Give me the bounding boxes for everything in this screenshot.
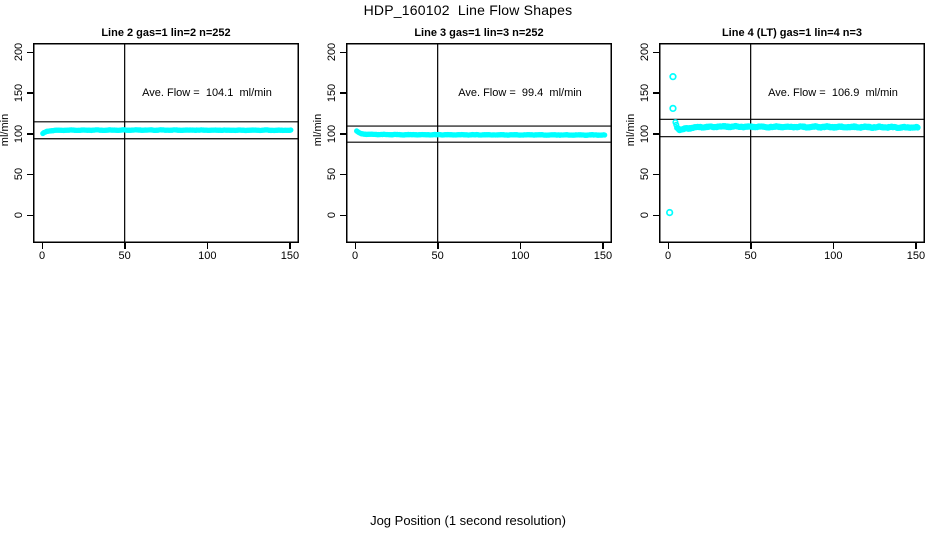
y-tick-mark xyxy=(653,92,659,94)
y-tick-mark xyxy=(340,92,346,94)
y-tick-mark xyxy=(653,133,659,135)
ave-flow-annotation: Ave. Flow = 106.9 ml/min xyxy=(768,87,898,99)
y-tick-mark xyxy=(27,133,33,135)
x-tick-mark xyxy=(437,243,439,249)
y-tick-label: 200 xyxy=(326,43,338,62)
y-tick-label: 0 xyxy=(639,211,651,219)
x-tick-label: 0 xyxy=(351,250,359,262)
plot-frame xyxy=(659,43,925,243)
plot-box xyxy=(346,43,612,243)
y-tick-mark xyxy=(27,51,33,54)
y-tick-mark xyxy=(27,92,33,94)
y-tick-label: 150 xyxy=(326,83,338,103)
x-tick-label: 100 xyxy=(824,250,843,262)
data-series xyxy=(40,127,294,137)
x-tick-mark xyxy=(915,243,917,249)
plot-box xyxy=(33,43,299,243)
y-axis-label: ml/min xyxy=(312,113,324,147)
y-tick-mark xyxy=(340,173,346,176)
x-tick-mark xyxy=(124,243,126,249)
y-tick-label: 0 xyxy=(326,211,338,219)
plot-title: Line 4 (LT) gas=1 lin=4 n=3 xyxy=(721,27,863,39)
x-tick-label: 0 xyxy=(664,250,672,262)
x-tick-label: 100 xyxy=(511,250,530,262)
outlier-point xyxy=(669,104,677,113)
y-tick-label: 200 xyxy=(13,43,25,62)
y-tick-mark xyxy=(653,173,659,176)
y-tick-label: 0 xyxy=(13,211,25,219)
y-tick-mark xyxy=(340,214,346,216)
x-tick-mark xyxy=(354,243,356,249)
x-axis-title: Jog Position (1 second resolution) xyxy=(370,513,566,528)
y-tick-mark xyxy=(340,51,346,54)
y-tick-label: 50 xyxy=(326,168,338,181)
data-point xyxy=(288,127,294,133)
y-tick-label: 50 xyxy=(639,168,651,181)
y-tick-label: 200 xyxy=(639,43,651,62)
plot-frame xyxy=(346,43,612,243)
data-point xyxy=(914,124,921,131)
data-series xyxy=(354,128,608,138)
x-tick-mark xyxy=(41,243,43,249)
x-tick-label: 0 xyxy=(38,250,46,262)
x-tick-mark xyxy=(750,243,752,249)
outlier-point xyxy=(665,208,674,217)
x-tick-label: 150 xyxy=(280,250,300,262)
y-tick-mark xyxy=(653,51,659,54)
y-tick-mark xyxy=(27,214,33,216)
x-tick-label: 50 xyxy=(744,250,757,262)
x-tick-label: 150 xyxy=(906,250,926,262)
x-tick-label: 50 xyxy=(118,250,131,262)
y-axis-label: ml/min xyxy=(625,113,637,147)
y-axis-label: ml/min xyxy=(0,113,11,147)
y-tick-label: 100 xyxy=(639,124,651,143)
data-point xyxy=(602,132,608,138)
x-tick-mark xyxy=(519,243,522,249)
x-tick-label: 150 xyxy=(593,250,613,262)
y-tick-label: 150 xyxy=(639,83,651,103)
plot-box xyxy=(659,43,925,243)
x-tick-mark xyxy=(206,243,209,249)
ave-flow-annotation: Ave. Flow = 104.1 ml/min xyxy=(142,87,272,99)
ave-flow-annotation: Ave. Flow = 99.4 ml/min xyxy=(458,87,582,99)
y-tick-label: 100 xyxy=(326,124,338,143)
plot-frame xyxy=(33,43,299,243)
x-tick-label: 100 xyxy=(198,250,217,262)
x-tick-mark xyxy=(289,243,291,249)
figure-title: HDP_160102 Line Flow Shapes xyxy=(363,2,573,18)
outlier-point xyxy=(669,73,677,81)
x-tick-mark xyxy=(832,243,835,249)
y-tick-mark xyxy=(340,133,346,135)
y-tick-label: 100 xyxy=(13,124,25,143)
x-tick-mark xyxy=(667,243,669,249)
x-tick-label: 50 xyxy=(431,250,444,262)
plot-title: Line 2 gas=1 lin=2 n=252 xyxy=(101,27,231,39)
x-tick-mark xyxy=(602,243,604,249)
y-tick-mark xyxy=(653,214,659,216)
plot-title: Line 3 gas=1 lin=3 n=252 xyxy=(414,27,544,39)
y-tick-label: 50 xyxy=(13,168,25,181)
y-tick-label: 150 xyxy=(13,83,25,103)
data-series xyxy=(665,73,921,217)
y-tick-mark xyxy=(27,173,33,176)
